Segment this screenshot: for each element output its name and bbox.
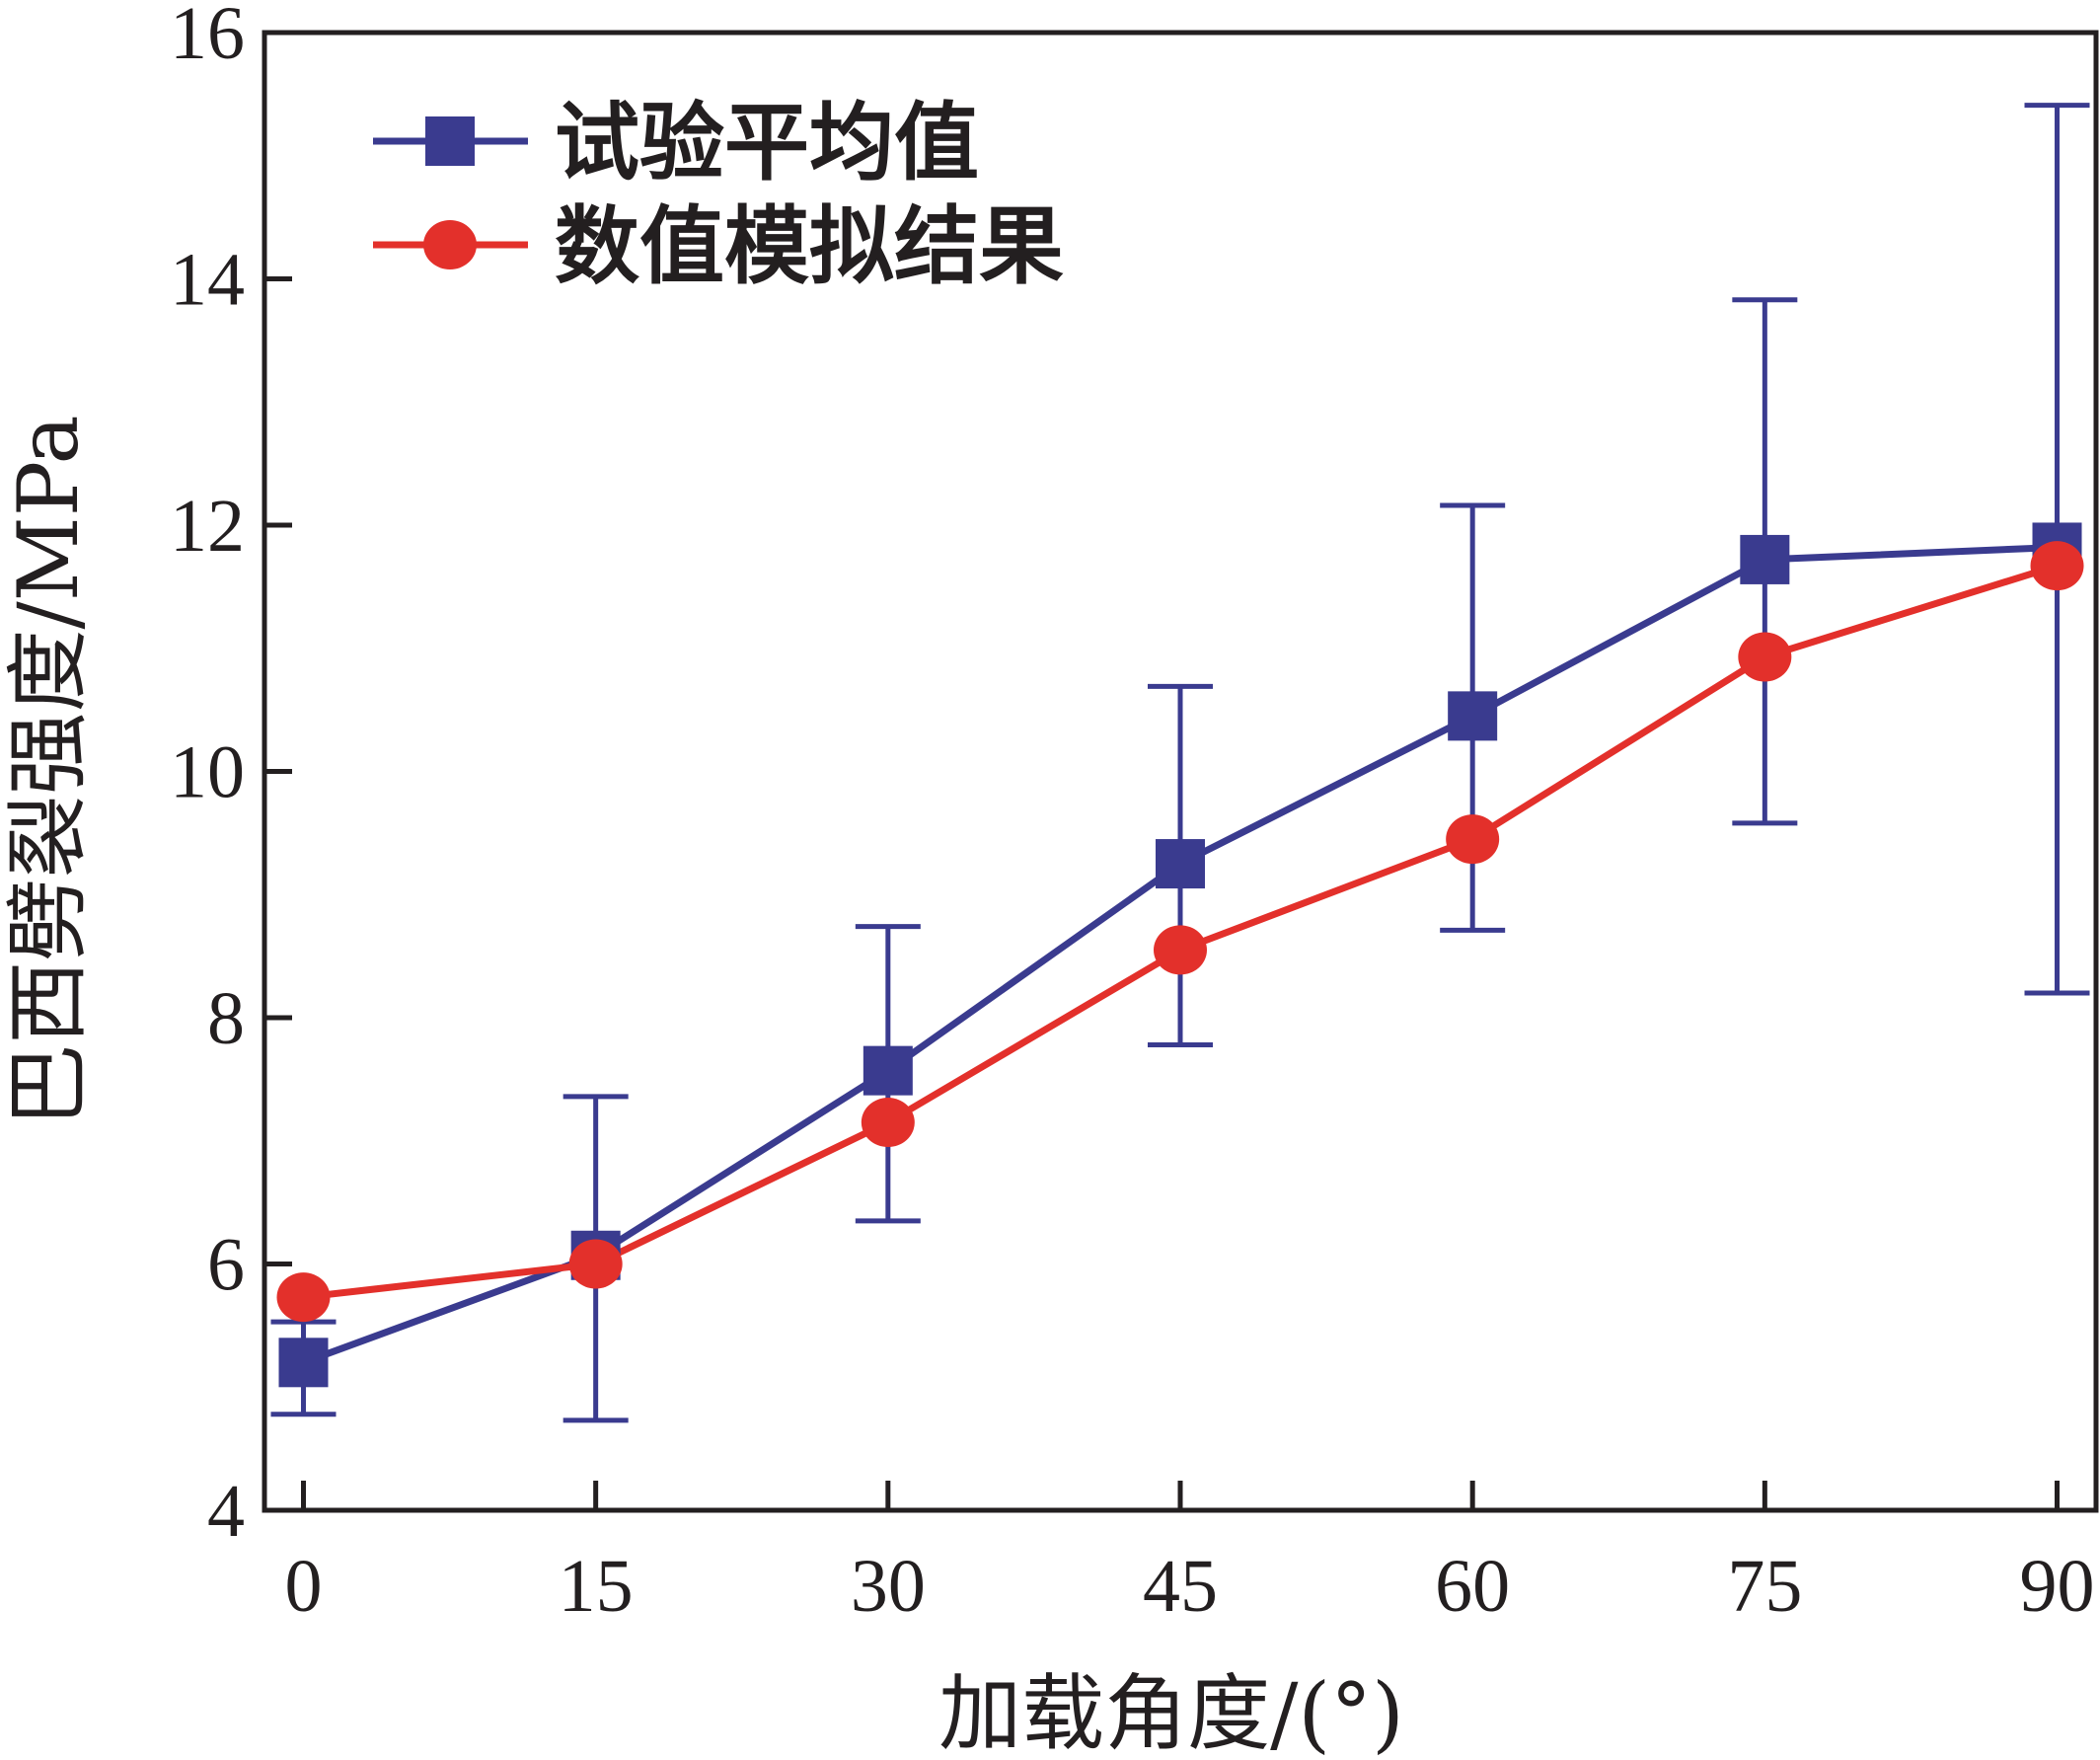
x-tick-label: 15: [559, 1545, 634, 1628]
y-tick-label: 6: [207, 1224, 245, 1307]
data-point-circle: [1446, 814, 1500, 865]
y-tick-label: 8: [207, 977, 245, 1060]
data-point-square: [1740, 534, 1790, 584]
x-tick-label: 30: [851, 1545, 926, 1628]
data-point-circle: [2030, 541, 2084, 591]
data-point-circle: [861, 1098, 915, 1148]
legend-label-test-average: 试验平均值: [555, 94, 979, 192]
y-tick-label: 12: [170, 485, 245, 568]
data-point-square: [278, 1338, 329, 1388]
x-tick-label: 90: [2020, 1545, 2095, 1628]
series-markers: [276, 522, 2084, 1388]
legend-marker-circle: [423, 220, 477, 269]
x-axis-ticks: 0 15 30 45 60 75 90: [284, 1481, 2095, 1628]
data-point-circle: [1738, 632, 1792, 682]
x-tick-label: 60: [1435, 1545, 1510, 1628]
y-tick-label: 16: [170, 0, 245, 75]
y-axis-ticks: 4 6 8 10 12 14 16: [170, 0, 292, 1553]
legend-marker-square: [425, 116, 475, 166]
data-point-square: [862, 1045, 913, 1096]
data-point-circle: [276, 1272, 331, 1323]
y-tick-label: 10: [170, 731, 245, 814]
x-tick-label: 0: [284, 1545, 322, 1628]
data-point-square: [1156, 839, 1205, 889]
y-tick-label: 14: [170, 239, 245, 322]
x-tick-label: 75: [1727, 1545, 1802, 1628]
legend: 试验平均值 数值模拟结果: [373, 94, 1064, 296]
y-axis-title: 巴西劈裂强度/MPa: [0, 415, 97, 1126]
data-point-circle: [568, 1239, 623, 1289]
legend-label-simulation: 数值模拟结果: [555, 197, 1064, 296]
data-point-circle: [1154, 925, 1207, 975]
error-bars: [270, 103, 2090, 1423]
x-tick-label: 45: [1143, 1545, 1218, 1628]
x-axis-title: 加载角度/(°): [938, 1665, 1404, 1760]
data-point-square: [1448, 691, 1498, 741]
y-tick-label: 4: [207, 1470, 245, 1553]
